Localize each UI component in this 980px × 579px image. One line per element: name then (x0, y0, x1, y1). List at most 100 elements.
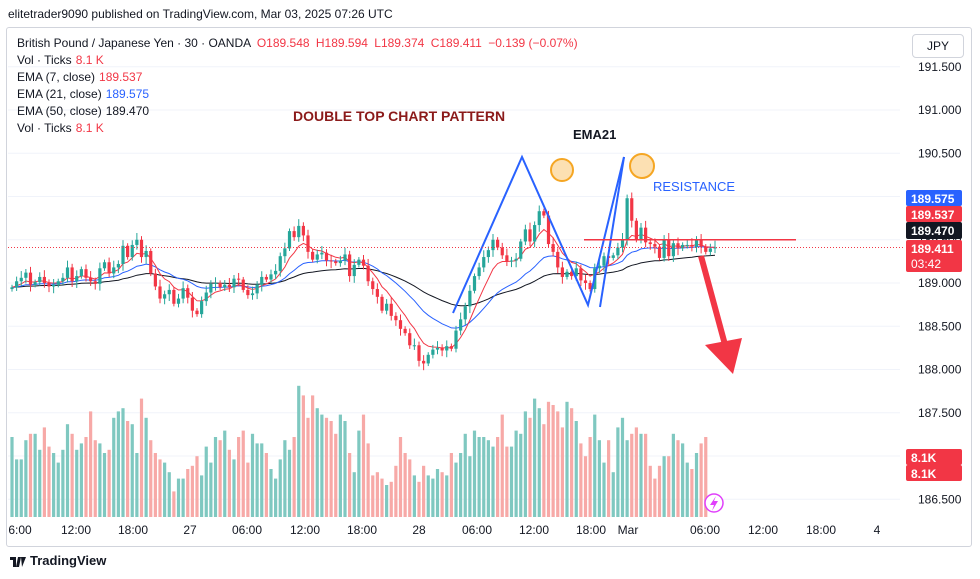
volume-bar (329, 421, 333, 517)
vol2-label: Vol · Ticks (17, 121, 72, 135)
legend-ema50-row[interactable]: EMA (50, close) 189.470 (17, 103, 578, 120)
ohlc-open: O189.548 (256, 36, 310, 50)
volume-bar (172, 491, 176, 517)
volume-bar (98, 443, 102, 517)
candle-body (496, 239, 500, 248)
legend-ema7-row[interactable]: EMA (7, close) 189.537 (17, 69, 578, 86)
candle-body (65, 267, 70, 278)
volume-bar (52, 453, 56, 517)
volume-bar (65, 424, 70, 517)
chart-frame (6, 27, 972, 547)
volume-bar (292, 437, 296, 517)
candle-body (112, 267, 116, 274)
volume-bar (15, 459, 19, 517)
candle-body (440, 347, 444, 351)
candle-body (509, 260, 514, 262)
volume-bar (246, 462, 250, 517)
ema7-price-tag-bg (906, 206, 962, 222)
volume-bar (19, 459, 23, 517)
volume-bar (130, 424, 134, 517)
candle-body (232, 278, 236, 288)
candle-body (56, 281, 60, 285)
candle-body (477, 267, 481, 277)
candle-body (19, 277, 23, 282)
volume-bar (435, 469, 440, 517)
volume-bar (417, 481, 421, 517)
candle-body (537, 211, 541, 226)
volume-bar (537, 408, 541, 517)
price-tick-label: 189.000 (918, 276, 962, 290)
price-tick-label: 186.500 (918, 492, 962, 506)
volume-bar (486, 440, 490, 517)
ema50-value: 189.470 (105, 104, 150, 118)
price-tick-label: 191.500 (918, 60, 962, 74)
candle-body (533, 225, 537, 242)
symbol-name: British Pound / Japanese Yen · 30 · OAND… (17, 36, 251, 50)
volume-bar (315, 408, 319, 517)
volume-bar (287, 449, 292, 517)
candle-body (278, 256, 282, 271)
down-arrow-head (705, 338, 742, 374)
currency-button[interactable]: JPY (912, 34, 964, 58)
volume-bar (135, 453, 139, 517)
candle-body (583, 280, 588, 283)
volume-bar (500, 414, 504, 517)
candle-body (144, 250, 148, 258)
volume-bar (218, 440, 222, 517)
candle-body (334, 261, 338, 264)
volume-bar (366, 443, 370, 517)
candle-body (98, 268, 102, 284)
candle-body (482, 257, 486, 268)
time-tick-label: 4 (874, 523, 881, 537)
candle-body (218, 283, 222, 288)
candle-body (602, 256, 606, 266)
volume-bar (227, 449, 231, 517)
candle-body (565, 271, 569, 277)
candle-body (514, 258, 518, 261)
volume-bar (625, 440, 629, 517)
candle-body (634, 220, 638, 240)
candle-body (431, 349, 435, 355)
time-tick-label: 12:00 (519, 523, 549, 537)
volume-bar (149, 440, 153, 517)
time-tick-label: 27 (183, 523, 197, 537)
volume-bar (445, 475, 449, 517)
legend-ema21-row[interactable]: EMA (21, close) 189.575 (17, 86, 578, 103)
volume-bar (685, 462, 689, 517)
candle-body (690, 244, 694, 247)
candle-body (149, 250, 153, 274)
candle-body (121, 245, 125, 264)
candle-body (708, 248, 712, 252)
candle-body (315, 254, 319, 260)
legend-vol2-row[interactable]: Vol · Ticks 8.1 K (17, 120, 578, 137)
candle-body (653, 244, 657, 247)
legend-symbol-row[interactable]: British Pound / Japanese Yen · 30 · OAND… (17, 35, 578, 52)
volume-bar (112, 417, 116, 517)
volume-bar (546, 401, 551, 517)
volume-bar (704, 437, 708, 517)
volume-bar (352, 472, 356, 517)
candle-body (343, 254, 347, 261)
volume-bar (84, 437, 88, 517)
price-tick-label: 190.500 (918, 146, 962, 160)
volume-bar (542, 424, 546, 517)
volume-tag-a-bg (906, 449, 962, 465)
volume-bar (264, 453, 268, 517)
time-tick-label: 6:00 (8, 523, 32, 537)
candle-body (435, 347, 440, 350)
volume-bar (644, 433, 648, 517)
legend-vol-row[interactable]: Vol · Ticks 8.1 K (17, 52, 578, 69)
volume-bar (89, 411, 93, 517)
time-tick-label: 12:00 (61, 523, 91, 537)
ema21-value: 189.575 (105, 87, 150, 101)
volume-bar (616, 427, 620, 517)
volume-bar (153, 453, 157, 517)
candle-body (33, 282, 37, 285)
time-tick-label: 12:00 (290, 523, 320, 537)
candle-body (167, 289, 171, 295)
candle-body (352, 264, 356, 277)
price-tick-label: 191.000 (918, 103, 962, 117)
candle-body (301, 225, 305, 236)
candle-body (408, 333, 412, 346)
